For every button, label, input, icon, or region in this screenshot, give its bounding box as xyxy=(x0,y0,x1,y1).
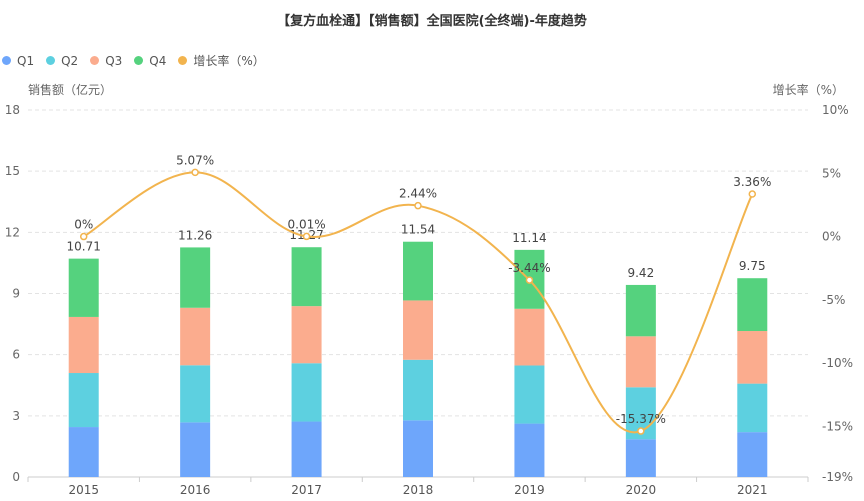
bar-q3 xyxy=(180,307,211,366)
right-axis-title: 增长率（%） xyxy=(772,83,844,97)
legend-label-growth: 增长率（%） xyxy=(193,54,265,68)
bar-q4 xyxy=(291,247,322,307)
growth-label: 5.07% xyxy=(176,153,214,167)
x-tick-label: 2020 xyxy=(626,483,657,497)
left-tick-label: 15 xyxy=(5,164,20,178)
bar-q2 xyxy=(180,365,211,423)
total-label: 10.71 xyxy=(67,240,101,254)
legend-marker-q4 xyxy=(134,56,144,65)
right-tick-label: -19% xyxy=(822,470,853,484)
bar-q3 xyxy=(737,331,768,384)
x-tick-label: 2016 xyxy=(180,483,211,497)
growth-label: 3.36% xyxy=(733,175,771,189)
growth-point xyxy=(637,427,645,435)
total-label: 11.54 xyxy=(401,223,435,237)
right-tick-label: -15% xyxy=(822,419,853,433)
bar-q1 xyxy=(403,420,433,477)
legend-label-q4: Q4 xyxy=(149,53,167,68)
bar-q1 xyxy=(514,423,545,477)
x-tick-label: 2018 xyxy=(403,483,434,497)
bar-q1 xyxy=(180,422,211,477)
growth-point xyxy=(191,168,199,177)
growth-point xyxy=(525,276,534,284)
x-tick-label: 2021 xyxy=(737,483,768,497)
total-label: 9.75 xyxy=(739,259,766,273)
bar-q2 xyxy=(291,363,322,422)
bar-q1 xyxy=(68,427,99,477)
bar-q3 xyxy=(291,306,322,364)
bar-q4 xyxy=(180,247,211,308)
legend-label-q1: Q1 xyxy=(17,53,35,68)
legend: Q1 Q2 Q3 Q4 增长率（%） xyxy=(2,52,277,69)
right-tick-label: 10% xyxy=(822,103,849,117)
total-label: 11.26 xyxy=(178,228,212,242)
legend-marker-q3 xyxy=(90,56,100,65)
growth-label: 0.01% xyxy=(288,217,326,231)
legend-item-q3[interactable]: Q3 xyxy=(90,54,122,68)
left-axis-title: 销售额（亿元） xyxy=(28,83,113,97)
growth-point xyxy=(79,232,88,241)
legend-label-q2: Q2 xyxy=(61,53,79,68)
bar-q4 xyxy=(625,284,656,337)
growth-line xyxy=(83,171,754,434)
left-tick-label: 12 xyxy=(5,225,20,239)
bar-q3 xyxy=(68,316,99,374)
growth-label: -3.44% xyxy=(508,261,550,275)
total-label: 11.14 xyxy=(512,231,546,245)
legend-item-q2[interactable]: Q2 xyxy=(46,54,78,68)
right-tick-label: -5% xyxy=(822,293,845,307)
growth-label: 2.44% xyxy=(399,187,437,201)
bar-q4 xyxy=(737,278,768,332)
left-tick-label: 0 xyxy=(12,470,20,484)
left-tick-label: 9 xyxy=(12,287,20,301)
growth-label: 0% xyxy=(74,218,93,232)
legend-item-q4[interactable]: Q4 xyxy=(134,54,166,68)
growth-point xyxy=(748,190,757,198)
bar-q2 xyxy=(68,373,99,428)
bar-q2 xyxy=(514,365,545,424)
left-tick-label: 18 xyxy=(5,103,20,117)
growth-point xyxy=(414,201,422,210)
x-tick-label: 2015 xyxy=(68,483,99,497)
total-label: 9.42 xyxy=(627,266,654,280)
bar-q3 xyxy=(403,300,433,360)
bar-q4 xyxy=(68,258,99,317)
bar-q4 xyxy=(403,241,433,301)
growth-point xyxy=(302,232,311,241)
legend-marker-q2 xyxy=(46,56,56,65)
bar-q1 xyxy=(737,432,768,477)
right-tick-label: -10% xyxy=(822,356,853,370)
bar-q2 xyxy=(737,383,768,433)
chart-title: 【复方血栓通】【销售额】全国医院(全终端)-年度趋势 xyxy=(277,14,587,29)
x-tick-label: 2019 xyxy=(514,483,545,497)
legend-marker-growth xyxy=(178,56,188,65)
legend-item-growth[interactable]: 增长率（%） xyxy=(178,52,265,69)
growth-label: -15.37% xyxy=(616,412,666,426)
left-tick-label: 6 xyxy=(12,348,20,362)
legend-marker-q1 xyxy=(2,56,11,65)
bar-q3 xyxy=(514,308,545,366)
bar-q1 xyxy=(291,421,322,477)
left-tick-label: 3 xyxy=(12,409,20,423)
bar-q2 xyxy=(403,359,433,421)
bar-q1 xyxy=(625,439,656,477)
bar-q3 xyxy=(625,336,656,388)
right-tick-label: 0% xyxy=(822,230,841,244)
legend-item-q1[interactable]: Q1 xyxy=(2,54,34,68)
legend-label-q3: Q3 xyxy=(105,53,123,68)
right-tick-label: 5% xyxy=(822,166,841,180)
x-tick-label: 2017 xyxy=(291,483,322,497)
